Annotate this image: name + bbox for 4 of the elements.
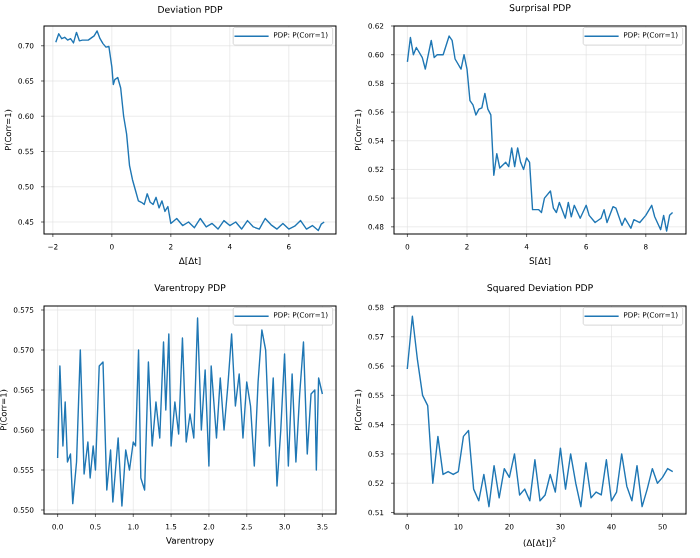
line-series	[406, 315, 674, 508]
line-series	[55, 30, 325, 232]
line-series	[56, 317, 324, 507]
line-series	[406, 35, 674, 232]
